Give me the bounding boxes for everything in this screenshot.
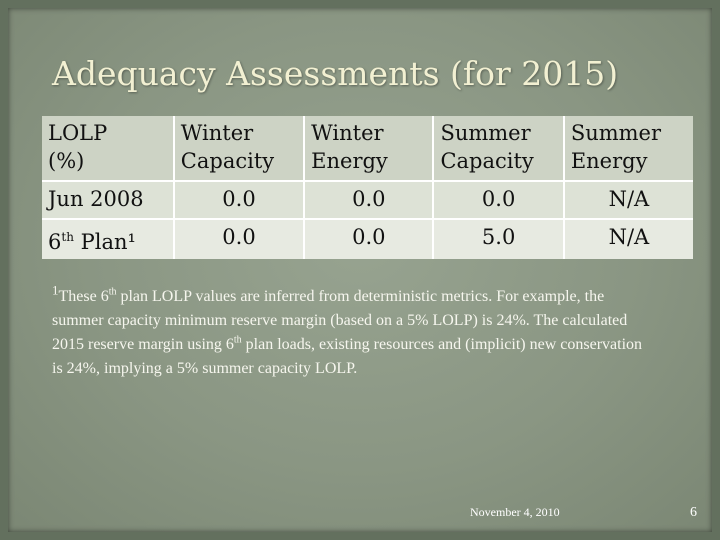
footer-date: November 4, 2010	[470, 505, 560, 519]
table-cell: 0.0	[173, 219, 306, 259]
footnote: 1These 6th plan LOLP values are inferred…	[52, 282, 652, 381]
header-lolp-line1: LOLP	[48, 121, 108, 145]
table-cell: N/A	[563, 219, 693, 259]
row-label: Jun 2008	[42, 181, 175, 220]
header-winter-capacity-line1: Winter	[180, 121, 254, 145]
table-cell: 0.0	[304, 219, 435, 259]
lolp-table: LOLP (%) Winter Capacity Winter Energy S…	[42, 116, 693, 259]
header-summer-energy-line1: Summer	[570, 121, 662, 145]
footnote-marker: 1	[52, 282, 59, 298]
header-winter-energy-line1: Winter	[311, 121, 384, 145]
footnote-text-2: plan LOLP values are inferred from deter…	[52, 288, 628, 353]
header-winter-capacity-line2: Capacity	[180, 149, 275, 173]
header-summer-energy: Summer Energy	[563, 116, 693, 182]
row-label-text: 6	[48, 230, 62, 254]
table-cell: 0.0	[433, 181, 565, 220]
header-lolp-line2: (%)	[48, 149, 85, 173]
table-cell: 5.0	[433, 219, 565, 259]
table-row: Jun 2008 0.0 0.0 0.0 N/A	[42, 181, 693, 220]
header-winter-energy: Winter Energy	[304, 116, 435, 182]
footnote-sup-1: th	[108, 286, 117, 298]
header-summer-energy-line2: Energy	[570, 149, 648, 173]
header-winter-capacity: Winter Capacity	[173, 116, 306, 182]
row-label-text: Jun 2008	[48, 187, 144, 211]
table-header-row: LOLP (%) Winter Capacity Winter Energy S…	[42, 116, 693, 182]
header-summer-capacity: Summer Capacity	[433, 116, 565, 182]
page-number: 6	[690, 505, 697, 520]
slide-title: Adequacy Assessments (for 2015)	[52, 54, 619, 93]
slide: Adequacy Assessments (for 2015) LOLP (%)…	[8, 8, 712, 532]
footnote-text-3: plan loads, existing resources and (impl…	[52, 336, 643, 377]
table-cell: N/A	[563, 181, 693, 220]
footnote-text-1: These 6	[58, 288, 109, 305]
row-label-sup: th	[61, 230, 74, 244]
table-cell: 0.0	[304, 181, 435, 220]
header-summer-capacity-line2: Capacity	[440, 149, 534, 173]
footnote-sup-2: th	[233, 334, 242, 346]
table-row: 6th Plan¹ 0.0 0.0 5.0 N/A	[42, 219, 693, 259]
header-summer-capacity-line1: Summer	[440, 121, 531, 145]
table-cell: 0.0	[173, 181, 306, 220]
header-lolp: LOLP (%)	[42, 116, 175, 182]
row-label-suffix: Plan¹	[73, 230, 136, 254]
row-label: 6th Plan¹	[42, 219, 175, 259]
header-winter-energy-line2: Energy	[311, 149, 388, 173]
